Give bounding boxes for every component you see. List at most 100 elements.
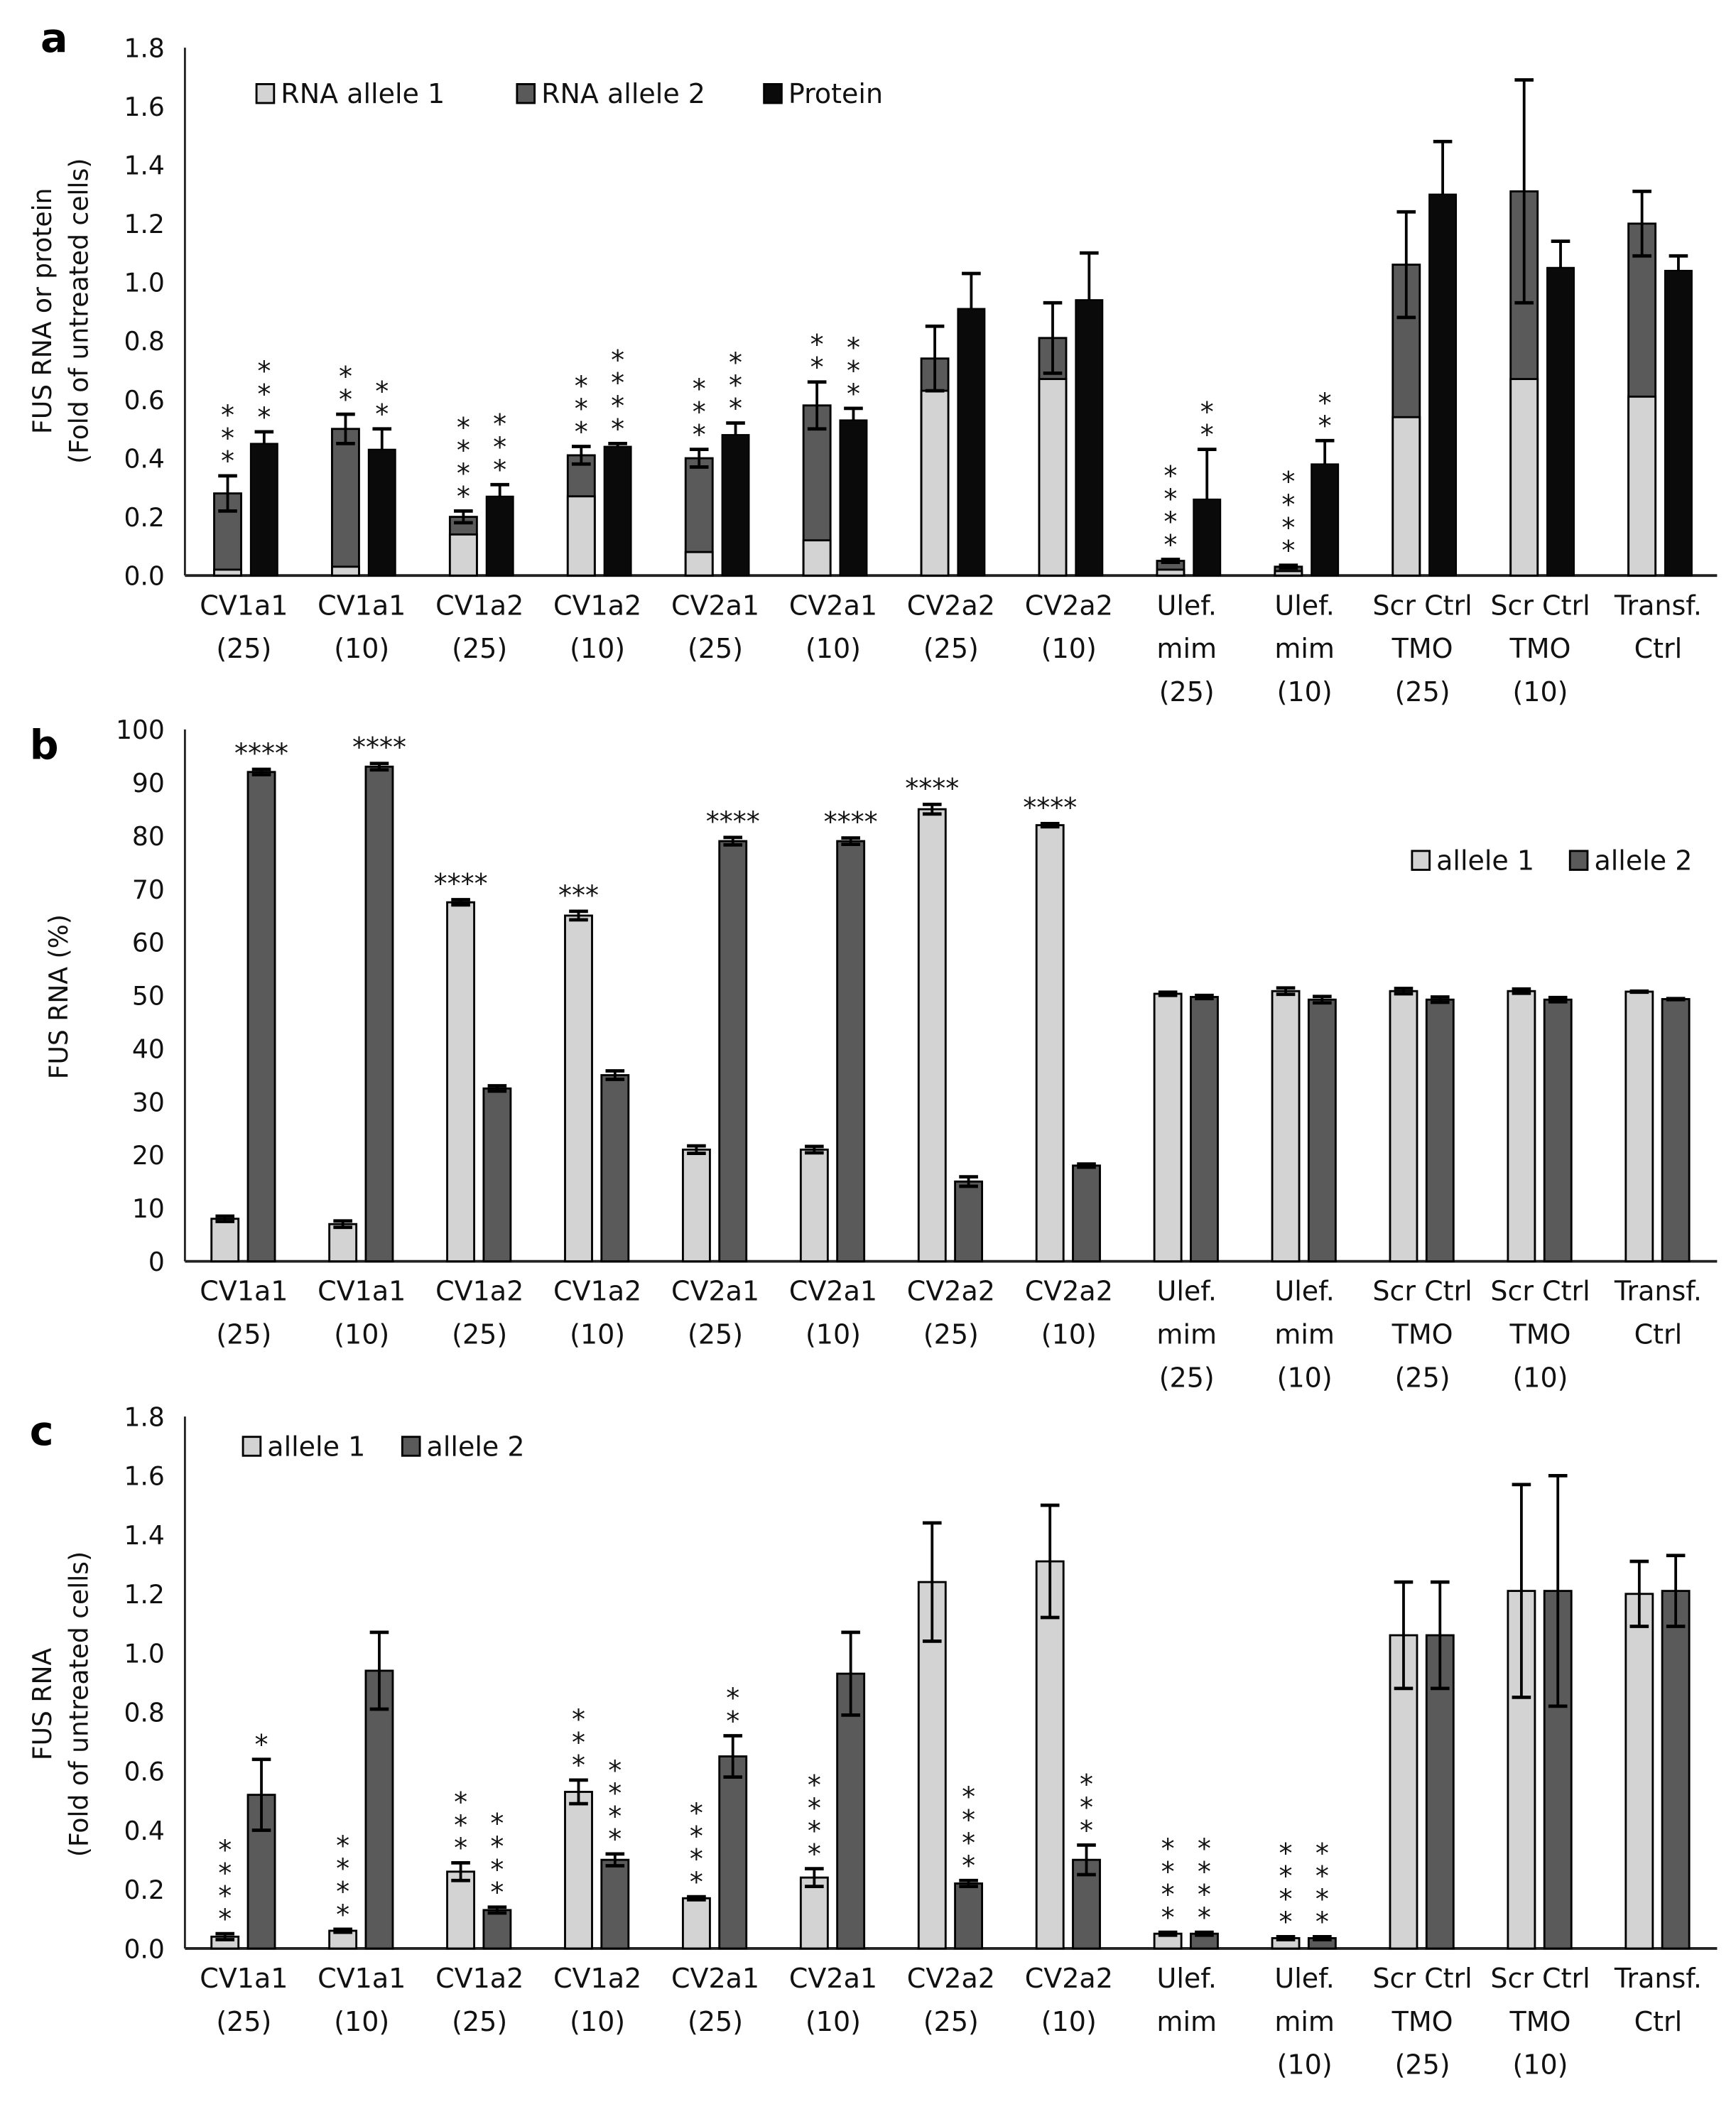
significance-asterisk: * (608, 1823, 622, 1855)
bar-allele-2 (954, 1882, 984, 1950)
bar-protein (367, 448, 396, 577)
significance-asterisk: * (1080, 1769, 1093, 1800)
x-category-label: mim (1156, 2006, 1217, 2037)
significance-asterisk: * (847, 355, 860, 386)
x-category-label: (25) (216, 2006, 271, 2037)
x-category-label: (25) (1395, 2049, 1450, 2081)
x-category-label: (10) (1277, 2049, 1333, 2081)
significance-asterisk: * (1279, 1860, 1293, 1892)
significance-asterisk: * (575, 370, 588, 401)
y-tick-label: 0.6 (124, 1757, 164, 1787)
bar-allele-1 (1507, 990, 1536, 1263)
bar-rna-allele-1 (1274, 570, 1303, 577)
bar-allele-1 (210, 1218, 240, 1263)
legend-swatch-0 (255, 82, 276, 104)
significance-asterisk: * (221, 445, 234, 477)
significance-asterisk: * (1198, 1833, 1211, 1865)
x-category-label: (25) (923, 1319, 979, 1350)
significance-asterisk: * (611, 345, 624, 376)
legend-label: allele 2 (427, 1431, 525, 1462)
bar-rna-allele-1 (1038, 378, 1068, 577)
x-category-label: Ulef. (1274, 590, 1334, 621)
y-tick-label: 0.8 (124, 326, 164, 357)
bar-allele-2 (1190, 996, 1219, 1263)
x-category-label: CV2a2 (1025, 1963, 1113, 1994)
bar-allele-2 (600, 1858, 630, 1950)
significance-asterisk: * (257, 401, 271, 433)
x-category-label: (10) (1277, 676, 1333, 708)
x-category-label: CV2a1 (671, 590, 759, 621)
x-category-label: (10) (1512, 2049, 1568, 2081)
legend-label: allele 1 (1436, 845, 1534, 876)
bar-allele-2 (1072, 1164, 1101, 1263)
significance-asterisk: * (218, 1835, 232, 1866)
significance-asterisk: * (608, 1801, 622, 1832)
significance-asterisk: * (693, 373, 706, 404)
panel-label-a: a (40, 15, 67, 62)
significance-asterisk: * (1200, 396, 1214, 428)
significance-asterisk: **** (905, 773, 959, 804)
x-category-label: (10) (1277, 1362, 1333, 1393)
significance-asterisk: * (847, 378, 860, 409)
significance-asterisk: * (490, 1831, 504, 1863)
y-tick-label: 80 (132, 821, 165, 852)
x-category-label: CV1a1 (318, 1963, 406, 1994)
x-category-label: (25) (923, 633, 979, 664)
x-category-label: CV1a1 (200, 590, 288, 621)
significance-asterisk: * (690, 1821, 703, 1852)
significance-asterisk: * (611, 367, 624, 399)
x-category-label: CV2a1 (789, 1276, 877, 1307)
y-tick-label: 1.8 (124, 33, 164, 63)
bar-rna-allele-1 (1509, 378, 1539, 577)
panel-b-chart: 0 10 20 30 40 50 60 70 80 90 100 FUS RNA (%) CV1a1 (2… (43, 715, 1718, 1393)
bar-protein (1664, 269, 1693, 577)
x-category-label: CV2a2 (1025, 590, 1113, 621)
x-category-label: (25) (1159, 1362, 1215, 1393)
bar-allele-2 (1543, 998, 1573, 1263)
bar-rna-allele-1 (684, 551, 714, 577)
y-tick-label: 1.6 (124, 92, 164, 122)
x-category-label: (25) (688, 1319, 743, 1350)
y-axis-label: FUS RNA (27, 1648, 58, 1761)
x-category-label: Ctrl (1634, 2006, 1683, 2037)
y-tick-label: 0 (148, 1247, 165, 1277)
legend-label: Protein (788, 78, 883, 109)
bar-protein (485, 495, 514, 577)
x-category-label: Scr Ctrl (1372, 1276, 1472, 1307)
significance-asterisk: * (1163, 460, 1177, 492)
legend-swatch-1 (401, 1436, 421, 1457)
bar-protein (839, 419, 868, 577)
significance-asterisk: * (257, 356, 271, 387)
x-category-label: (10) (570, 633, 625, 664)
x-category-label: (10) (570, 2006, 625, 2037)
significance-asterisk: * (1200, 419, 1214, 450)
significance-asterisk: **** (434, 868, 488, 899)
x-category-label: (10) (1041, 633, 1097, 664)
bar-protein (1193, 498, 1222, 577)
x-category-label: CV1a1 (318, 1276, 406, 1307)
significance-asterisk: * (1161, 1856, 1175, 1887)
bar-allele-1 (1624, 990, 1654, 1263)
significance-asterisk: **** (234, 737, 288, 769)
significance-asterisk: * (1279, 1838, 1293, 1869)
x-category-label: (25) (216, 1319, 271, 1350)
bar-allele-1 (1624, 1593, 1654, 1950)
significance-asterisk: * (218, 1880, 232, 1912)
y-tick-label: 20 (132, 1140, 165, 1171)
x-category-label: (10) (334, 2006, 389, 2037)
bar-allele-2 (1661, 1590, 1691, 1950)
significance-asterisk: **** (352, 732, 406, 763)
significance-asterisk: * (1080, 1815, 1093, 1846)
x-category-label: Transf. (1614, 1963, 1702, 1994)
x-category-label: CV1a2 (435, 590, 523, 621)
significance-asterisk: * (336, 1876, 349, 1907)
bar-rna-allele-1 (331, 565, 360, 577)
significance-asterisk: * (611, 413, 624, 445)
significance-asterisk: * (1080, 1792, 1093, 1823)
bar-allele-2 (600, 1074, 630, 1263)
y-tick-label: 0.2 (124, 502, 164, 533)
bar-allele-1 (564, 1791, 593, 1950)
bar-allele-1 (799, 1148, 829, 1263)
x-category-label: CV2a2 (907, 590, 995, 621)
significance-asterisk: * (611, 391, 624, 422)
